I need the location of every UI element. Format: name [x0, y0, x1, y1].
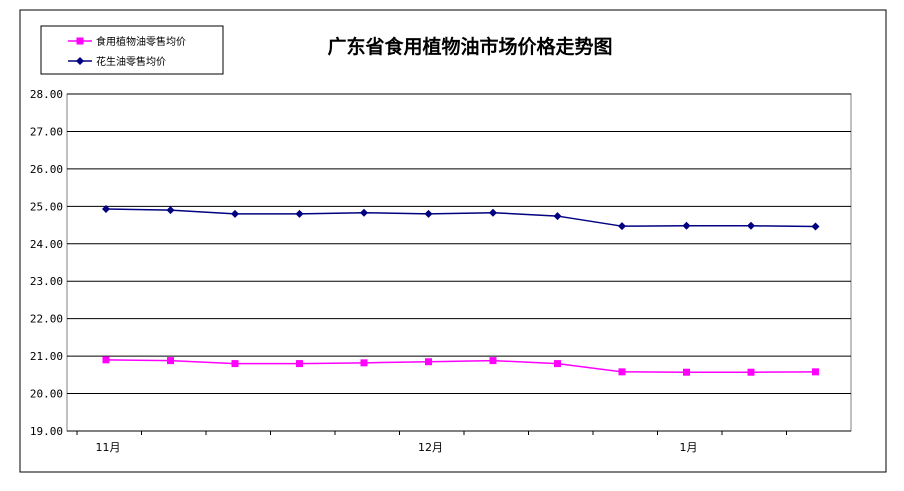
data-point — [812, 368, 819, 376]
y-tick-label: 26.00 — [30, 163, 63, 176]
data-point — [489, 357, 497, 365]
legend-label: 食用植物油零售均价 — [96, 35, 186, 48]
y-tick-label: 21.00 — [30, 350, 63, 363]
data-point — [554, 360, 561, 368]
gridlines — [67, 93, 851, 395]
data-point — [683, 368, 690, 376]
series-line-0 — [105, 359, 816, 373]
series-line-1 — [105, 208, 816, 228]
data-point — [489, 208, 497, 217]
x-tick-label: 12月 — [418, 441, 443, 454]
y-tick-label: 20.00 — [30, 388, 63, 401]
series-layer — [102, 204, 820, 376]
legend-label: 花生油零售均价 — [96, 55, 166, 68]
y-tick-label: 25.00 — [30, 200, 63, 213]
data-point — [747, 221, 755, 230]
data-point — [424, 209, 433, 218]
data-point — [811, 222, 820, 231]
data-point — [553, 212, 562, 221]
y-axis-ticks: 19.00 20.00 21.00 22.00 23.00 24.00 25.00 26.00… — [30, 88, 63, 438]
x-axis-ticks: 11月 12月 1月 — [67, 430, 851, 454]
chart-title: 广东省食用植物油市场价格走势图 — [327, 35, 612, 58]
data-point — [360, 208, 368, 217]
data-point — [231, 360, 239, 368]
x-tick-label: 1月 — [680, 441, 698, 454]
data-point — [102, 356, 110, 364]
data-point — [296, 360, 303, 368]
legend-marker — [76, 57, 84, 65]
data-point — [102, 204, 110, 213]
data-point — [360, 359, 368, 367]
legend-box — [40, 25, 224, 75]
data-point — [747, 368, 755, 376]
data-point — [166, 206, 175, 215]
data-point — [618, 222, 626, 231]
y-tick-label: 23.00 — [30, 275, 63, 288]
y-tick-label: 27.00 — [30, 125, 63, 138]
data-point — [167, 357, 174, 365]
y-tick-label: 28.00 — [30, 88, 63, 101]
y-tick-label: 24.00 — [30, 238, 63, 251]
y-tick-label: 19.00 — [30, 425, 63, 438]
x-tick-label: 11月 — [96, 441, 121, 454]
legend-marker — [76, 37, 84, 45]
data-point — [618, 368, 626, 376]
data-point — [231, 209, 239, 218]
plot-area — [66, 93, 852, 432]
data-point — [682, 221, 691, 230]
data-point — [295, 209, 304, 218]
y-tick-label: 22.00 — [30, 313, 63, 326]
data-point — [425, 358, 432, 366]
